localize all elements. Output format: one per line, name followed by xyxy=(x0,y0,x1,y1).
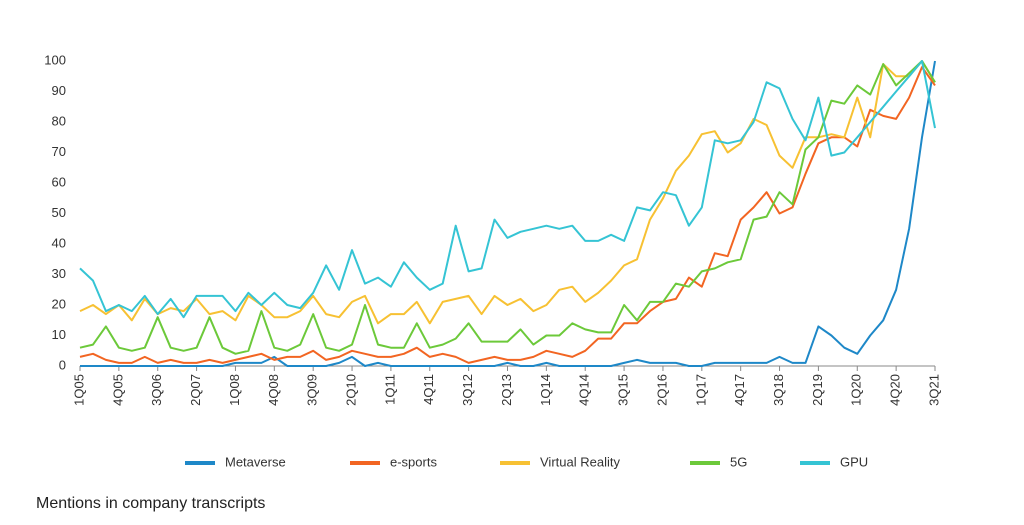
x-tick-label: 1Q17 xyxy=(693,374,708,406)
y-tick-label: 40 xyxy=(52,235,66,250)
caption: Mentions in company transcripts xyxy=(36,495,265,512)
legend-label: Metaverse xyxy=(225,454,286,469)
x-tick-label: 2Q07 xyxy=(188,374,203,406)
x-tick-label: 3Q06 xyxy=(149,374,164,406)
x-tick-label: 4Q17 xyxy=(732,374,747,406)
x-tick-label: 2Q16 xyxy=(654,374,669,406)
x-tick-label: 3Q15 xyxy=(616,374,631,406)
x-tick-label: 3Q21 xyxy=(926,374,941,406)
x-tick-label: 4Q11 xyxy=(421,374,436,405)
x-tick-label: 1Q11 xyxy=(382,374,397,405)
legend-label: GPU xyxy=(840,454,868,469)
y-tick-label: 100 xyxy=(44,52,66,67)
x-tick-label: 3Q18 xyxy=(771,374,786,406)
series-line xyxy=(80,60,936,367)
y-tick-label: 90 xyxy=(52,83,66,98)
x-tick-label: 3Q09 xyxy=(305,374,320,406)
x-tick-label: 3Q12 xyxy=(460,374,475,406)
y-tick-label: 20 xyxy=(52,296,66,311)
x-tick-label: 2Q13 xyxy=(499,374,514,406)
y-tick-label: 70 xyxy=(52,144,66,159)
x-tick-label: 2Q19 xyxy=(810,374,825,406)
y-tick-label: 80 xyxy=(52,113,66,128)
x-tick-label: 1Q14 xyxy=(538,374,553,406)
series-line xyxy=(79,60,936,319)
legend-label: e-sports xyxy=(390,454,437,469)
series-line xyxy=(79,66,936,364)
x-tick-label: 4Q08 xyxy=(266,374,281,406)
x-tick-label: 4Q05 xyxy=(110,374,125,406)
legend-label: Virtual Reality xyxy=(540,454,620,469)
x-tick-label: 1Q05 xyxy=(71,374,86,406)
x-tick-label: 1Q08 xyxy=(227,374,242,406)
legend-label: 5G xyxy=(730,454,747,469)
y-tick-label: 10 xyxy=(52,327,66,342)
y-tick-label: 30 xyxy=(52,266,66,281)
y-tick-label: 50 xyxy=(52,205,66,220)
x-tick-label: 1Q20 xyxy=(849,374,864,406)
y-tick-label: 60 xyxy=(52,174,66,189)
x-tick-label: 4Q14 xyxy=(577,374,592,406)
y-tick-label: 0 xyxy=(59,357,66,372)
series-line xyxy=(79,60,936,355)
x-tick-label: 4Q20 xyxy=(888,374,903,406)
x-tick-label: 2Q10 xyxy=(343,374,358,406)
series-line xyxy=(79,60,936,325)
